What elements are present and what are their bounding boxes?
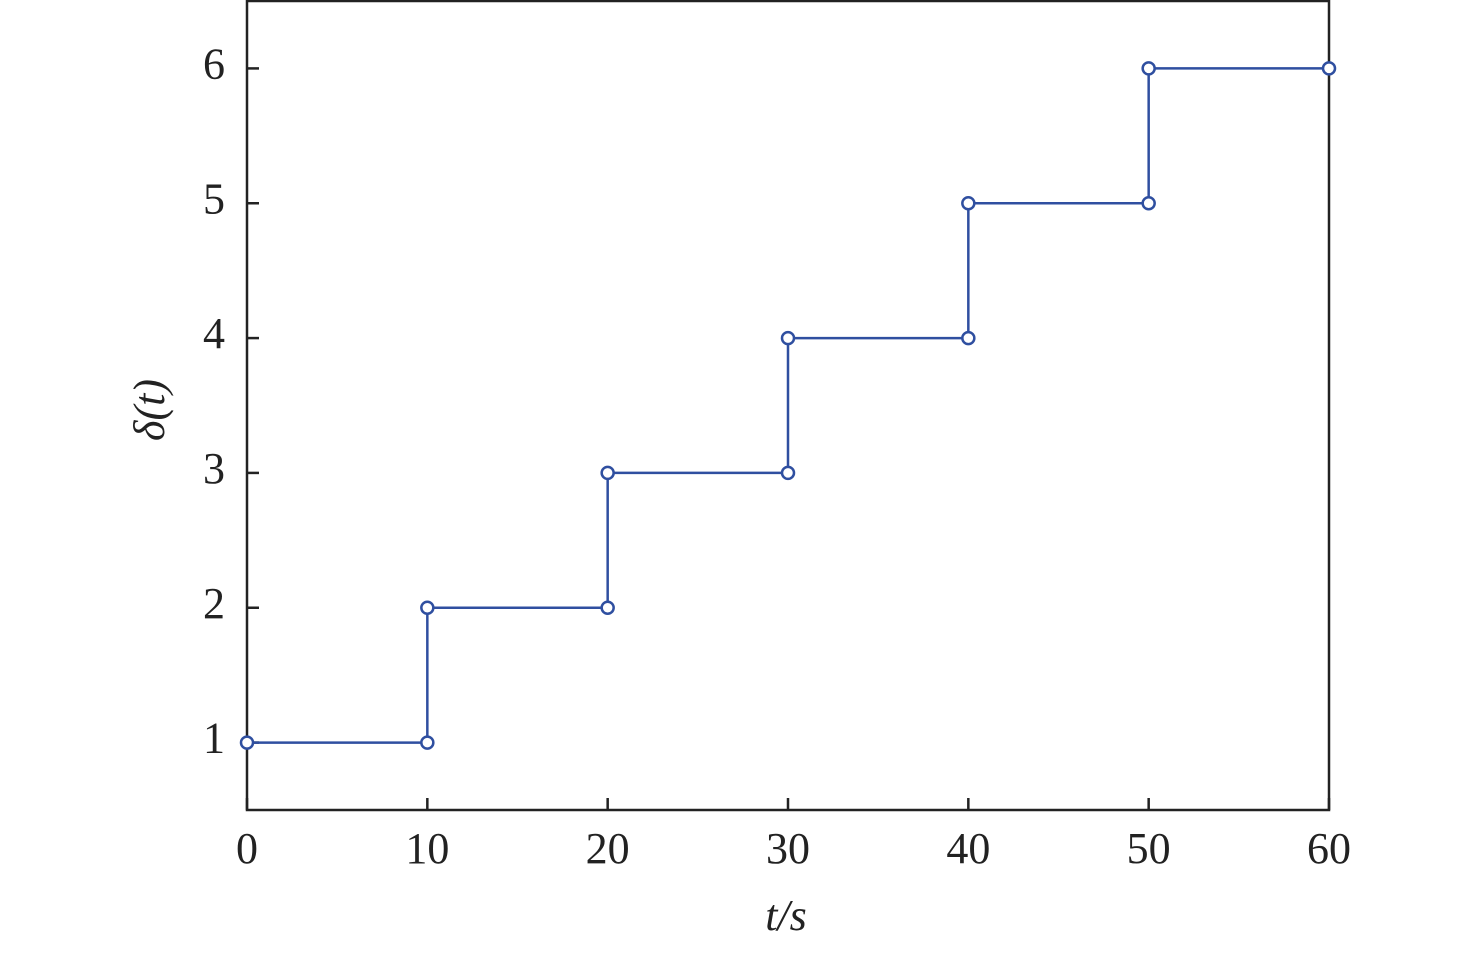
x-tick-label: 20 xyxy=(586,824,630,873)
y-tick-label: 1 xyxy=(203,714,225,763)
y-axis-label: δ(t) xyxy=(125,379,174,441)
x-tick-label: 60 xyxy=(1307,824,1351,873)
x-tick-label: 40 xyxy=(946,824,990,873)
x-axis-label: t/s xyxy=(765,891,807,940)
y-tick-label: 3 xyxy=(203,444,225,493)
data-point xyxy=(780,465,796,481)
y-tick-label: 2 xyxy=(203,579,225,628)
x-tick-label: 0 xyxy=(236,824,258,873)
x-tick-label: 10 xyxy=(405,824,449,873)
data-point xyxy=(1141,61,1156,76)
data-line xyxy=(247,67,1329,744)
data-point xyxy=(600,465,615,481)
data-point xyxy=(961,330,976,346)
data-point xyxy=(600,600,615,615)
y-tick-label: 6 xyxy=(203,40,225,89)
x-tick-label: 50 xyxy=(1127,824,1171,873)
data-point xyxy=(1321,61,1337,76)
x-tick-label: 30 xyxy=(766,824,810,873)
data-point xyxy=(961,196,976,211)
data-point xyxy=(239,735,255,750)
data-point xyxy=(420,735,435,750)
data-point xyxy=(420,600,435,615)
y-tick-label: 4 xyxy=(203,309,225,358)
data-point xyxy=(1141,196,1156,211)
data-point xyxy=(780,330,796,346)
y-tick-label: 5 xyxy=(203,174,225,223)
